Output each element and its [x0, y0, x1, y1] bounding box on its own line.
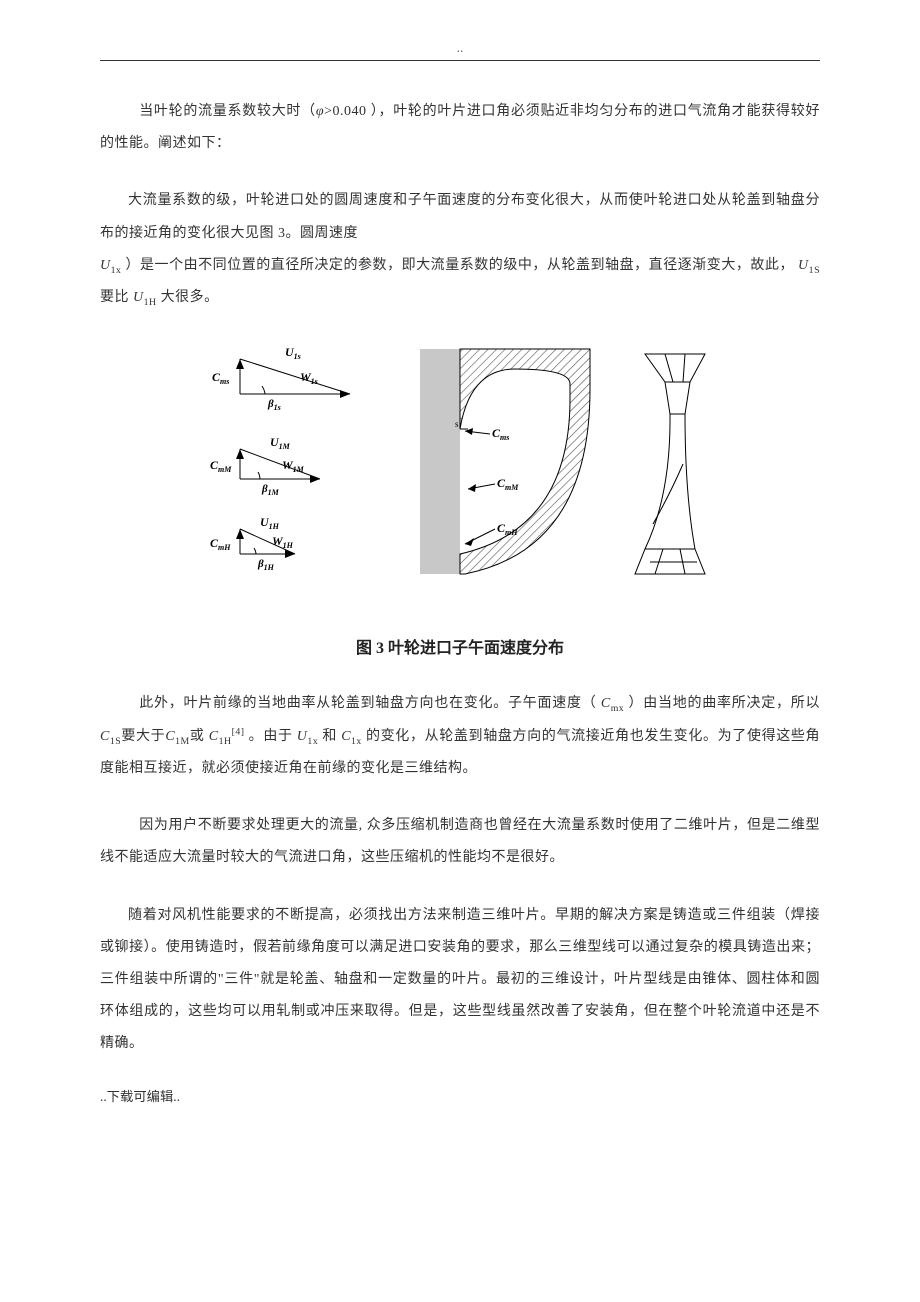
u1s-var: U	[798, 258, 809, 273]
c1s-var: C	[100, 729, 110, 744]
figure-caption: 图 3 叶轮进口子午面速度分布	[100, 634, 820, 658]
p2-text-2: ）是一个由不同位置的直径所决定的参数，即大流量系数的级中，从轮盖到轴盘，直径逐渐…	[125, 258, 794, 273]
svg-text:U1s: U1s	[285, 345, 301, 361]
c1x-sub: 1x	[351, 736, 362, 747]
c1h-var: C	[209, 729, 219, 744]
u1s-sub: 1S	[809, 265, 820, 276]
c1m-var: C	[165, 729, 175, 744]
u1x2-sub: 1x	[307, 736, 318, 747]
svg-text:U1H: U1H	[260, 515, 280, 531]
u1h-sub: 1H	[144, 297, 157, 308]
footer-text: ..下载可编辑..	[100, 1086, 820, 1105]
svg-text:Cms: Cms	[492, 426, 509, 442]
svg-text:CmH: CmH	[497, 521, 518, 537]
p3-text-1: 此外，叶片前缘的当地曲率从轮盖到轴盘方向也在变化。子午面速度（	[139, 696, 596, 711]
p3-text-2: ）由当地的曲率所决定，所以	[628, 696, 820, 711]
p3-text-4: 或	[190, 729, 205, 744]
paragraph-4: 因为用户不断要求处理更大的流量, 众多压缩机制造商也曾经在大流量系数时使用了二维…	[100, 810, 820, 874]
svg-text:s: s	[455, 419, 459, 429]
u1h-var: U	[133, 290, 144, 305]
svg-text:W1s: W1s	[300, 370, 318, 386]
paragraph-1: 当叶轮的流量系数较大时（φ>0.040 ），叶轮的叶片进口角必须贴近非均匀分布的…	[100, 96, 820, 160]
svg-text:U1M: U1M	[270, 435, 291, 451]
p5-text: 随着对风机性能要求的不断提高，必须找出方法来制造三维叶片。早期的解决方案是铸造或…	[100, 900, 820, 1061]
p2-text-4: 大很多。	[161, 290, 219, 305]
u1x-sub: 1x	[111, 265, 122, 276]
ref-4: [4]	[232, 726, 245, 737]
header-dots: ..	[100, 40, 820, 56]
svg-text:β1H: β1H	[257, 558, 275, 572]
c1s-sub: 1S	[110, 736, 121, 747]
paragraph-2: 大流量系数的级，叶轮进口处的圆周速度和子午面速度的分布变化很大，从而使叶轮进口处…	[100, 185, 820, 314]
svg-text:W1H: W1H	[272, 534, 294, 550]
blade-3d	[635, 354, 705, 574]
figure-svg: U1s Cms W1s β1s U1M CmM W1M β1M U1H	[190, 339, 730, 619]
cmx-sub: mx	[611, 703, 625, 714]
svg-text:CmH: CmH	[210, 536, 231, 552]
paragraph-5: 随着对风机性能要求的不断提高，必须找出方法来制造三维叶片。早期的解决方案是铸造或…	[100, 900, 820, 1061]
svg-text:CmM: CmM	[210, 458, 232, 474]
header-rule	[100, 60, 820, 61]
cmx-var: C	[601, 696, 611, 711]
svg-text:Cms: Cms	[212, 370, 229, 386]
triangle-2: U1M CmM W1M β1M	[210, 435, 320, 497]
p2-text-3: 要比	[100, 290, 129, 305]
u1x2-var: U	[297, 729, 308, 744]
c1x-var: C	[341, 729, 351, 744]
p3-text-5: 。由于	[249, 729, 293, 744]
c1h-sub: 1H	[219, 736, 232, 747]
triangle-1: U1s Cms W1s β1s	[212, 345, 350, 412]
svg-text:β1s: β1s	[267, 398, 281, 412]
p3-text-3: 要大于	[121, 729, 165, 744]
svg-text:CmM: CmM	[497, 476, 519, 492]
triangle-3: U1H CmH W1H β1H	[210, 515, 295, 572]
figure-3: U1s Cms W1s β1s U1M CmM W1M β1M U1H	[100, 339, 820, 658]
u1x-var: U	[100, 258, 111, 273]
svg-text:β1M: β1M	[261, 483, 280, 497]
svg-text:W1M: W1M	[282, 458, 305, 474]
paragraph-3: 此外，叶片前缘的当地曲率从轮盖到轴盘方向也在变化。子午面速度（ Cmx ）由当地…	[100, 688, 820, 785]
p1-text-1: 当叶轮的流量系数较大时（	[139, 104, 316, 119]
c1m-sub: 1M	[175, 736, 190, 747]
p2-text-1: 大流量系数的级，叶轮进口处的圆周速度和子午面速度的分布变化很大，从而使叶轮进口处…	[100, 185, 820, 249]
p3-text-6: 和	[322, 729, 337, 744]
impeller-section: s Cms CmM CmH	[420, 349, 590, 574]
phi-symbol: φ	[316, 104, 324, 119]
